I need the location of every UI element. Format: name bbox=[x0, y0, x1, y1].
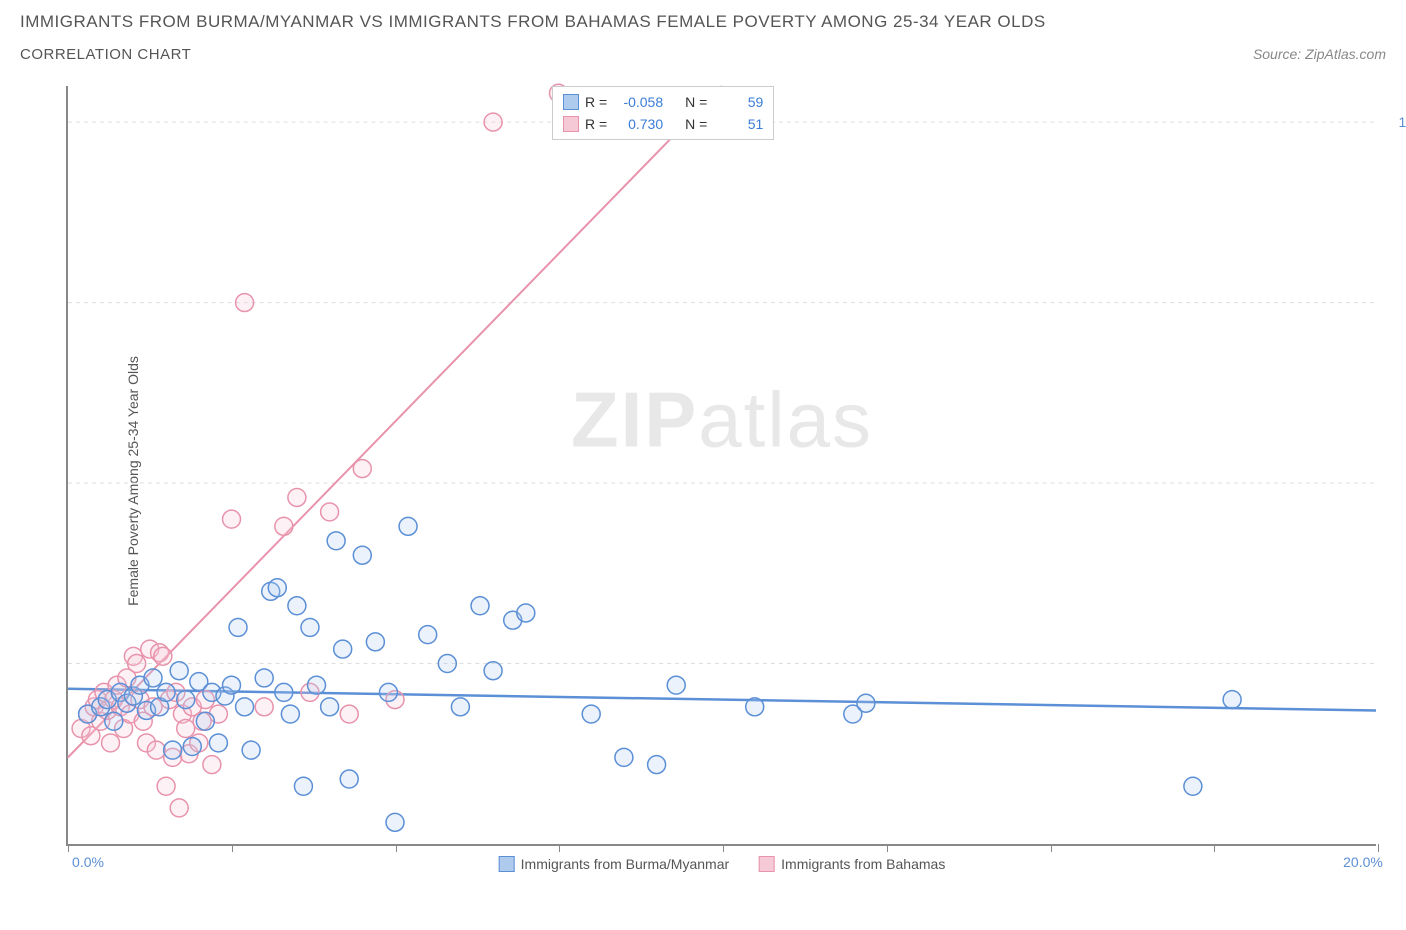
subtitle-row: CORRELATION CHART Source: ZipAtlas.com bbox=[20, 46, 1386, 63]
stat-n-value-1: 59 bbox=[713, 91, 763, 113]
plot-svg bbox=[68, 86, 1376, 844]
stats-row-series2: R = 0.730 N = 51 bbox=[563, 113, 763, 135]
legend-label-series1: Immigrants from Burma/Myanmar bbox=[521, 856, 729, 872]
y-tick-label: 100.0% bbox=[1386, 114, 1406, 130]
stat-n-value-2: 51 bbox=[713, 113, 763, 135]
x-tick-label: 0.0% bbox=[72, 854, 104, 870]
stats-box: R = -0.058 N = 59 R = 0.730 N = 51 bbox=[552, 86, 774, 140]
swatch-series2 bbox=[563, 116, 579, 132]
title-area: IMMIGRANTS FROM BURMA/MYANMAR VS IMMIGRA… bbox=[0, 0, 1406, 63]
stat-n-label-2: N = bbox=[685, 113, 707, 135]
stat-r-value-2: 0.730 bbox=[613, 113, 663, 135]
legend-label-series2: Immigrants from Bahamas bbox=[781, 856, 945, 872]
source-citation: Source: ZipAtlas.com bbox=[1253, 46, 1386, 62]
y-tick-label: 50.0% bbox=[1386, 476, 1406, 492]
stats-row-series1: R = -0.058 N = 59 bbox=[563, 91, 763, 113]
stat-n-label-1: N = bbox=[685, 91, 707, 113]
stat-r-value-1: -0.058 bbox=[613, 91, 663, 113]
chart-container: Female Poverty Among 25-34 Year Olds ZIP… bbox=[48, 86, 1388, 876]
x-tick-label: 20.0% bbox=[1343, 854, 1383, 870]
legend-swatch-series2 bbox=[759, 856, 775, 872]
legend-item-series2: Immigrants from Bahamas bbox=[759, 856, 945, 872]
legend-item-series1: Immigrants from Burma/Myanmar bbox=[499, 856, 729, 872]
chart-title: IMMIGRANTS FROM BURMA/MYANMAR VS IMMIGRA… bbox=[20, 12, 1386, 32]
y-tick-label: 75.0% bbox=[1386, 295, 1406, 311]
stat-r-label-2: R = bbox=[585, 113, 607, 135]
stat-r-label-1: R = bbox=[585, 91, 607, 113]
plot-area: ZIPatlas 25.0%50.0%75.0%100.0% 0.0%20.0%… bbox=[66, 86, 1376, 846]
y-tick-label: 25.0% bbox=[1386, 657, 1406, 673]
legend: Immigrants from Burma/Myanmar Immigrants… bbox=[499, 856, 946, 872]
legend-swatch-series1 bbox=[499, 856, 515, 872]
chart-subtitle: CORRELATION CHART bbox=[20, 46, 191, 63]
swatch-series1 bbox=[563, 94, 579, 110]
